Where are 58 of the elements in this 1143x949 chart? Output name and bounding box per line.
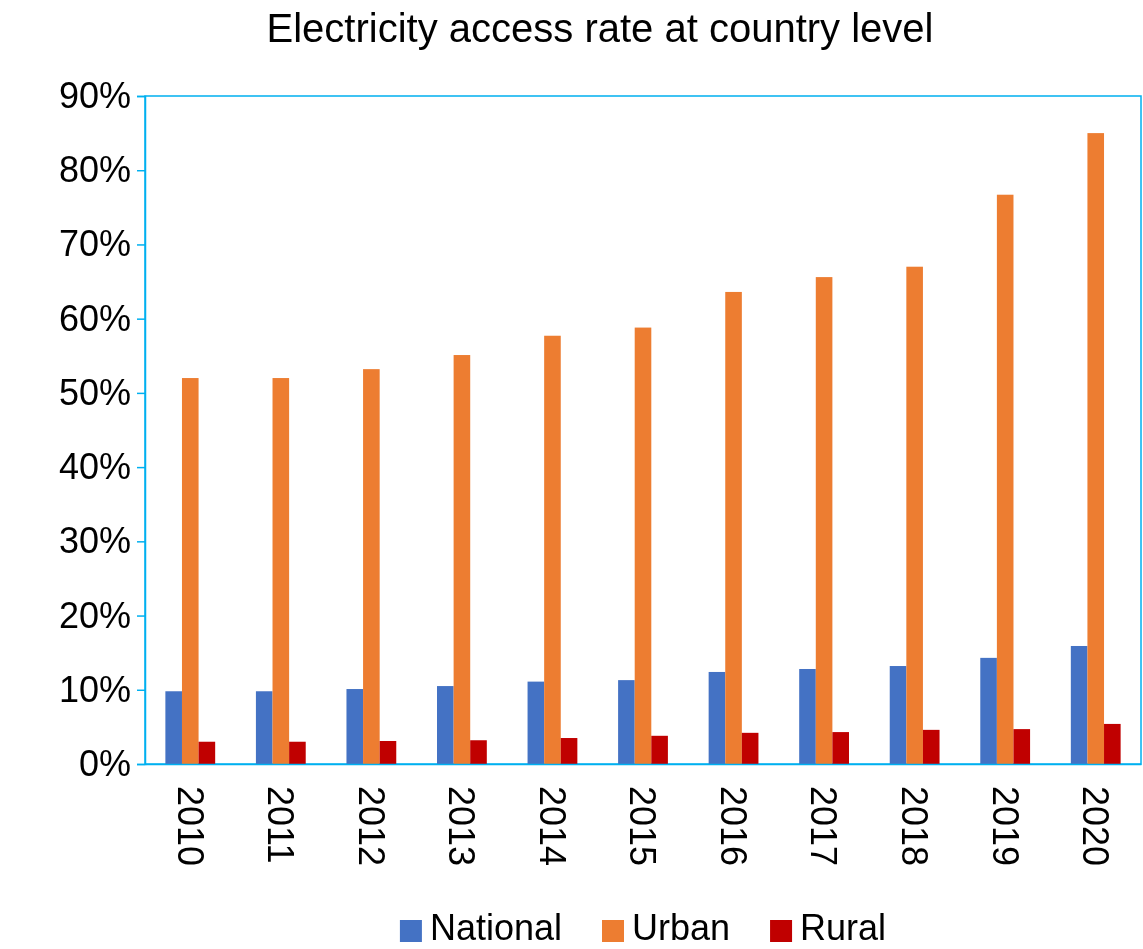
bar (437, 686, 454, 764)
x-tick-label: 2012 (350, 786, 392, 867)
y-tick-label: 80% (58, 149, 131, 191)
y-tick-label: 20% (58, 594, 131, 636)
bar (560, 738, 578, 764)
bar (1070, 645, 1088, 764)
x-tick-label: 2013 (441, 786, 483, 867)
y-tick-label: 10% (58, 668, 131, 710)
bar (1087, 133, 1105, 764)
bar (363, 369, 380, 764)
y-tick-label: 40% (58, 446, 131, 488)
bar (799, 669, 816, 764)
x-tick-label: 2018 (894, 786, 936, 867)
bar (198, 741, 216, 764)
x-tick-label: 2016 (712, 786, 754, 867)
x-tick-label: 2017 (803, 786, 845, 867)
y-tick-label: 50% (58, 371, 131, 413)
x-tick-label: 2010 (169, 786, 211, 867)
bar (725, 291, 742, 764)
legend-label: Urban (632, 907, 731, 948)
y-tick-label: 0% (78, 743, 131, 785)
legend-label: National (429, 907, 562, 948)
bar (255, 691, 273, 764)
bar (544, 335, 561, 764)
bar (922, 729, 940, 764)
bar (181, 378, 199, 764)
bar (651, 735, 668, 764)
y-tick-label: 30% (58, 520, 131, 562)
x-tick-label: 2011 (260, 786, 302, 864)
x-tick-label: 2014 (531, 786, 573, 867)
bar (708, 671, 726, 764)
bar (618, 680, 635, 764)
bar (1013, 729, 1031, 764)
x-tick-label: 2015 (622, 786, 664, 867)
bar (1104, 723, 1121, 764)
bar (889, 666, 907, 764)
bar (346, 689, 364, 764)
bar (906, 266, 923, 764)
bar (453, 355, 471, 764)
bar (980, 657, 997, 764)
y-tick-label: 90% (58, 75, 131, 117)
y-tick-label: 70% (58, 223, 131, 265)
bar (527, 681, 545, 764)
bar (379, 740, 397, 764)
x-tick-label: 2020 (1075, 786, 1117, 867)
bar (165, 691, 182, 764)
bar (741, 732, 759, 764)
x-tick-label: 2019 (984, 786, 1026, 867)
bar (470, 740, 487, 764)
bar (272, 378, 290, 764)
bar (832, 732, 849, 764)
bar (996, 194, 1014, 764)
bar (289, 741, 306, 764)
y-tick-label: 60% (58, 297, 131, 339)
bar (815, 277, 833, 764)
legend-label: Rural (800, 907, 887, 948)
chart-title: Electricity access rate at country level (266, 6, 934, 50)
bar (634, 327, 652, 764)
